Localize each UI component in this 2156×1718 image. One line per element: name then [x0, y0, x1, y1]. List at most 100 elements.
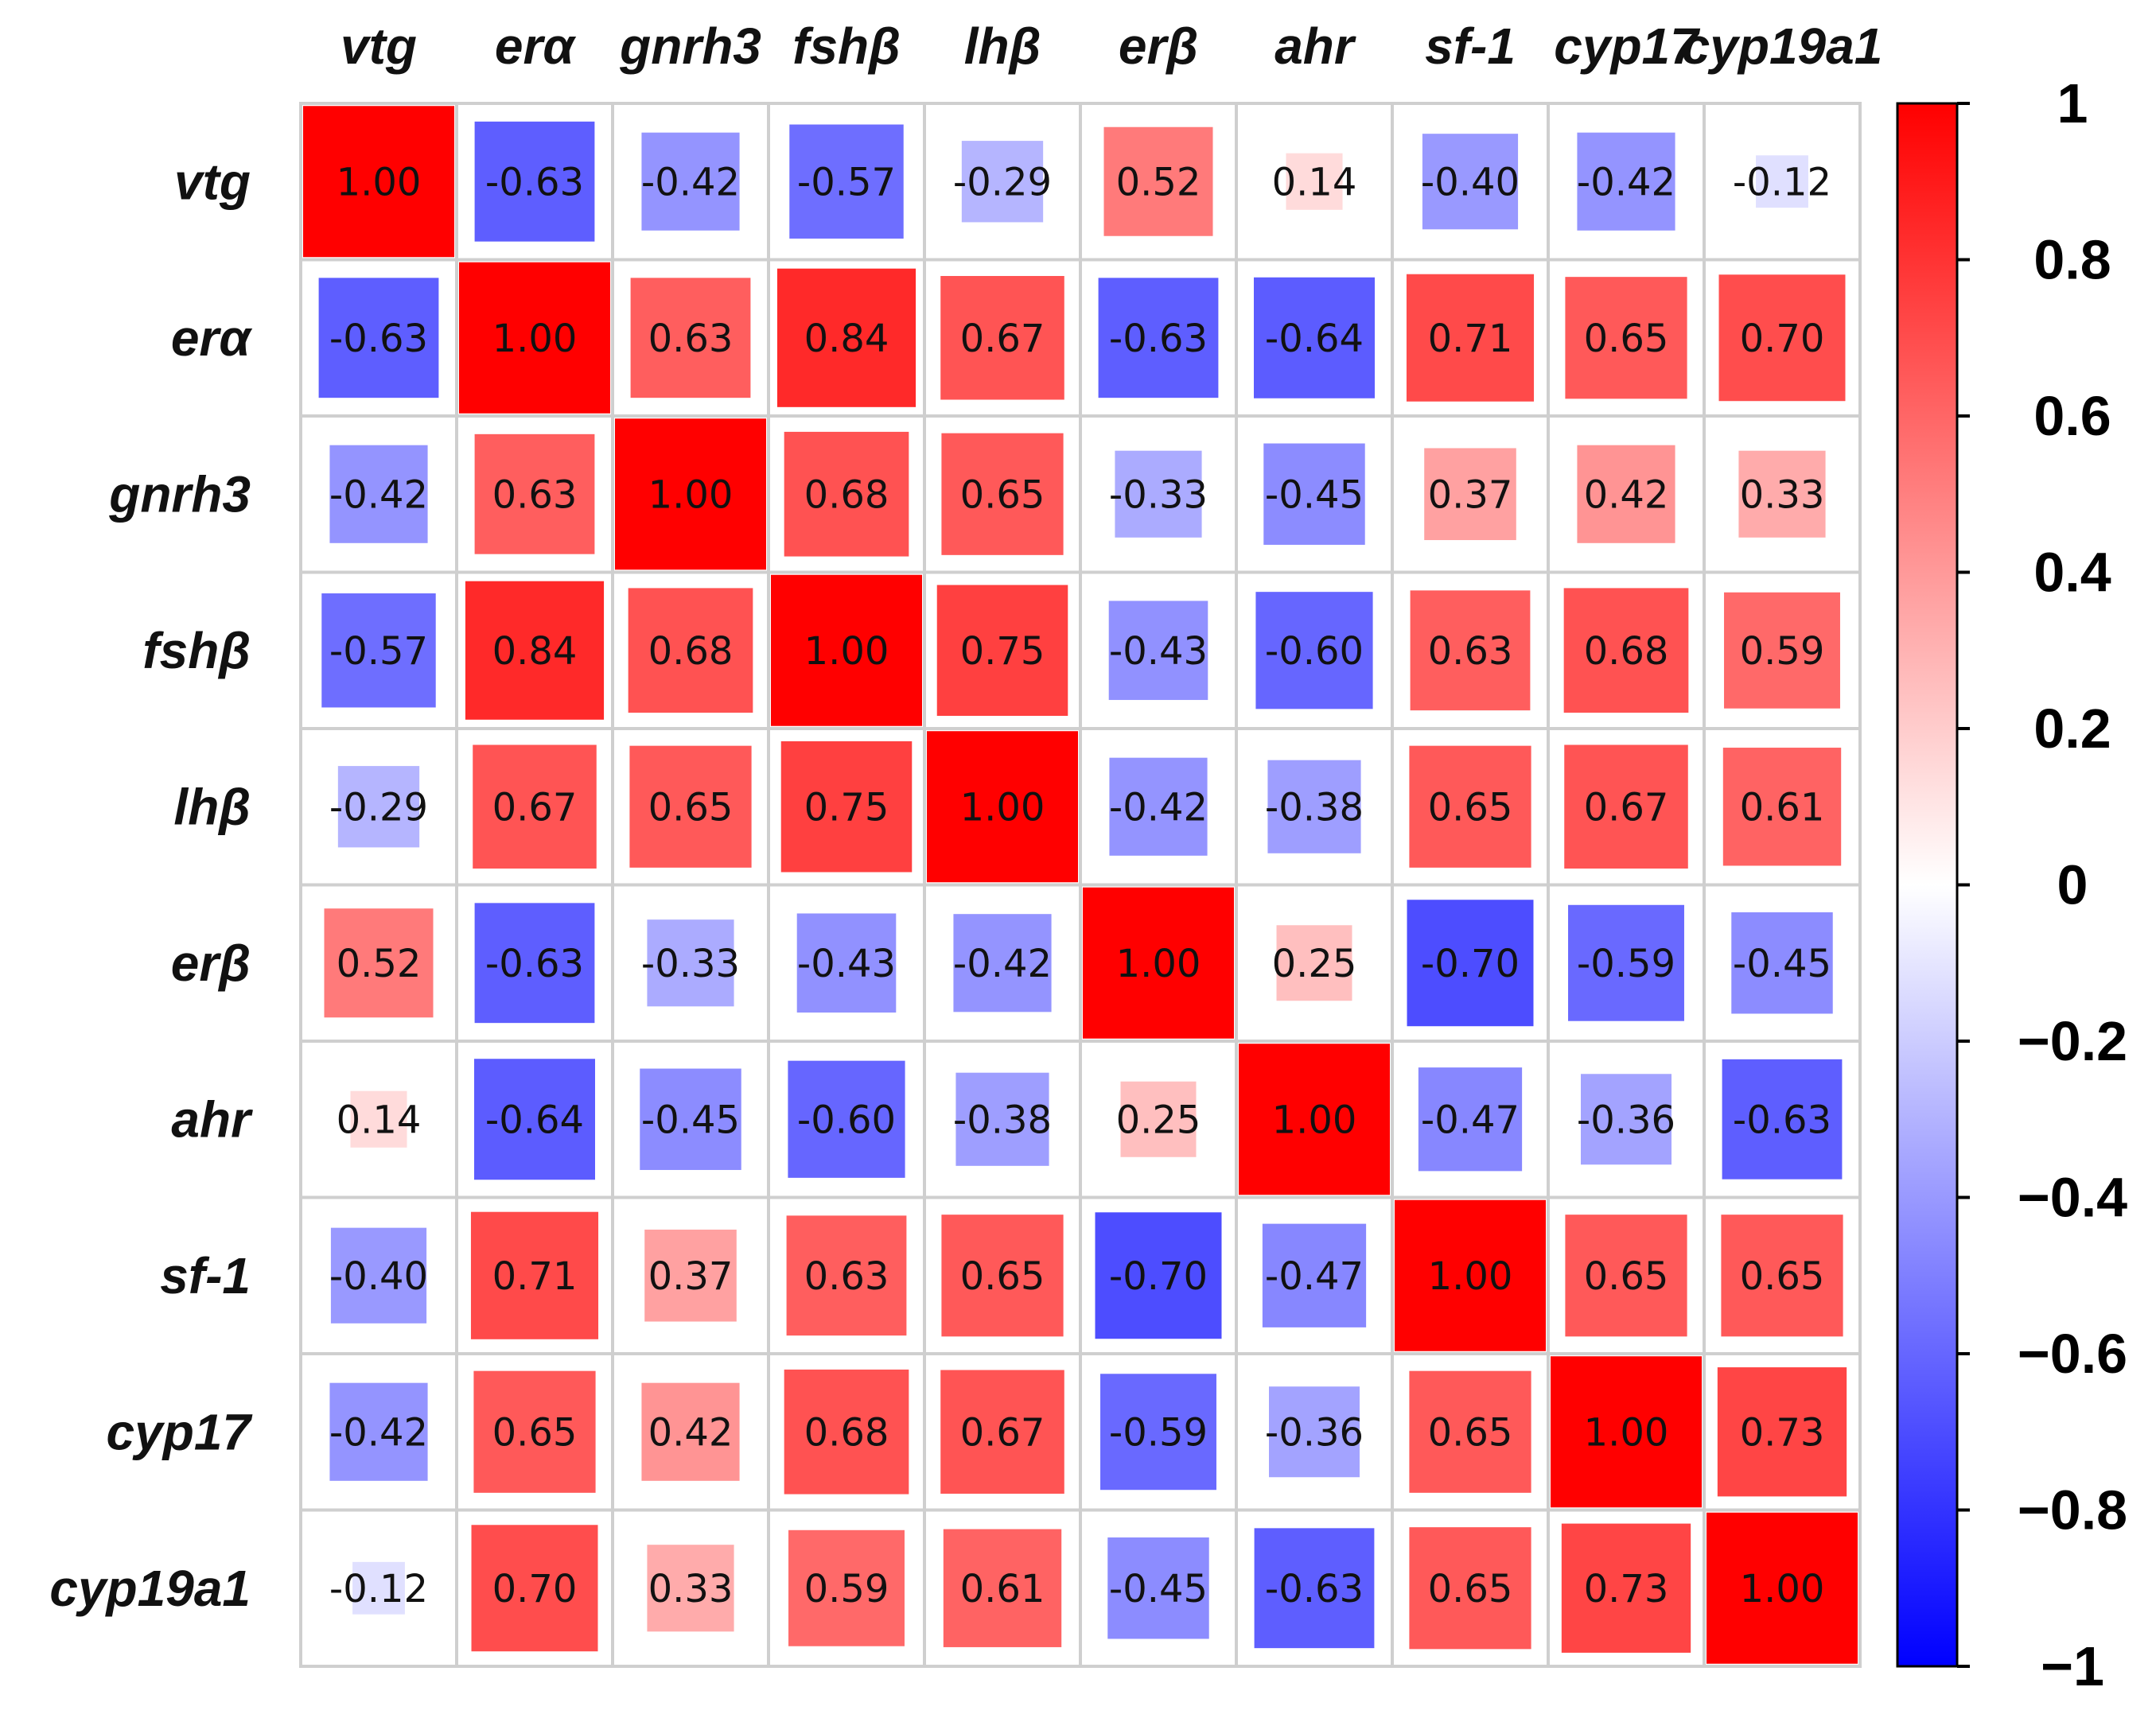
cell-value-label: -0.59	[1109, 1410, 1208, 1455]
cell-value-label: -0.63	[1265, 1567, 1364, 1611]
cell-eralpha-lhbeta: 0.67	[940, 275, 1064, 400]
cell-square	[955, 1072, 1049, 1166]
cell-value-label: -0.33	[1109, 472, 1208, 517]
cell-value-label: -0.47	[1421, 1098, 1520, 1142]
cell-vtg-erbeta: 0.52	[1103, 126, 1213, 236]
cell-vtg-sf-1: -0.40	[1421, 134, 1520, 230]
cell-square	[1731, 912, 1833, 1014]
cell-value-label: 0.33	[648, 1567, 734, 1611]
cell-value-label: 0.75	[804, 785, 889, 830]
cell-square	[1565, 1215, 1687, 1337]
cell-erbeta-fshbeta: -0.43	[796, 913, 897, 1013]
cell-sf-1-fshbeta: 0.63	[786, 1215, 907, 1336]
cell-square	[321, 593, 436, 708]
cell-value-label: -0.42	[953, 942, 1052, 986]
row-label-erbeta: erβ	[171, 935, 251, 992]
cell-value-label: -0.42	[329, 472, 428, 517]
cell-square	[1103, 126, 1213, 236]
cell-square	[1115, 450, 1202, 538]
cell-square	[1254, 1528, 1375, 1649]
cell-value-label: 0.65	[1740, 1254, 1825, 1299]
cell-square	[1269, 1386, 1360, 1478]
cell-square	[943, 1529, 1062, 1647]
cell-eralpha-erbeta: -0.63	[1098, 278, 1219, 398]
cell-value-label: 0.68	[1584, 629, 1669, 674]
cell-square	[1276, 925, 1352, 1001]
cell-square	[1577, 132, 1675, 231]
cell-erbeta-eralpha: -0.63	[474, 903, 595, 1024]
cell-value-label: 0.63	[804, 1254, 889, 1299]
cell-value-label: -0.40	[329, 1254, 428, 1299]
cell-square	[961, 141, 1044, 223]
colorbar-tick-label: 1	[2057, 72, 2088, 134]
cell-value-label: -0.42	[329, 1410, 428, 1455]
cell-vtg-fshbeta: -0.57	[789, 124, 904, 239]
cell-value-label: 0.14	[1272, 160, 1357, 204]
cell-square	[459, 262, 610, 414]
cell-vtg-gnrh3: -0.42	[641, 132, 740, 231]
cell-value-label: 0.59	[804, 1567, 889, 1611]
colorbar-tick-label: 0.4	[2033, 542, 2111, 604]
cell-square	[1568, 904, 1684, 1021]
cell-value-label: -0.63	[485, 160, 584, 204]
cell-value-label: 1.00	[1272, 1098, 1357, 1142]
cell-value-label: 0.71	[1428, 317, 1513, 361]
cell-square	[1263, 443, 1365, 545]
cell-square	[1262, 1223, 1367, 1327]
cell-value-label: 0.84	[492, 629, 578, 674]
cell-square	[784, 1369, 909, 1495]
cell-square	[1565, 277, 1687, 399]
cell-sf-1-cyp17: 0.65	[1565, 1215, 1687, 1337]
cell-square	[1722, 1059, 1843, 1180]
cell-value-label: 0.61	[1740, 785, 1825, 830]
cell-square	[771, 574, 922, 726]
cell-square	[641, 1382, 740, 1481]
cell-value-label: 0.65	[648, 785, 734, 830]
cell-square	[941, 1215, 1064, 1337]
cell-value-label: 0.37	[648, 1254, 734, 1299]
cell-value-label: 1.00	[1428, 1254, 1513, 1299]
cell-square	[474, 903, 595, 1024]
cell-value-label: -0.38	[1265, 785, 1364, 830]
cell-gnrh3-vtg: -0.42	[329, 445, 428, 543]
cell-square	[1718, 274, 1846, 402]
cell-value-label: -0.12	[1733, 160, 1831, 204]
cell-value-label: 0.65	[1428, 1567, 1513, 1611]
cell-sf-1-cyp19a1: 0.65	[1721, 1215, 1843, 1337]
cell-value-label: -0.63	[485, 942, 584, 986]
cell-ahr-gnrh3: -0.45	[640, 1068, 741, 1170]
cell-value-label: 0.63	[492, 472, 578, 517]
cell-square	[1707, 1512, 1858, 1664]
cell-value-label: -0.64	[485, 1098, 584, 1142]
cell-gnrh3-erbeta: -0.33	[1109, 450, 1208, 538]
cell-value-label: 0.65	[960, 472, 1045, 517]
cell-eralpha-fshbeta: 0.84	[776, 268, 916, 407]
cell-value-label: -0.36	[1265, 1410, 1364, 1455]
cell-square	[350, 1090, 407, 1148]
cell-value-label: -0.63	[1733, 1098, 1831, 1142]
cell-square	[474, 433, 595, 554]
row-label-eralpha: erα	[171, 309, 253, 367]
cell-fshbeta-vtg: -0.57	[321, 593, 436, 708]
cell-erbeta-sf-1: -0.70	[1407, 900, 1534, 1027]
cell-square	[784, 431, 909, 557]
cell-cyp17-cyp19a1: 0.73	[1717, 1367, 1847, 1497]
cell-sf-1-lhbeta: 0.65	[941, 1215, 1064, 1337]
cell-value-label: 1.00	[648, 472, 734, 517]
column-label-cyp19a1: cyp19a1	[1682, 17, 1883, 75]
cell-square	[1756, 155, 1808, 208]
cell-value-label: 0.67	[960, 1410, 1045, 1455]
cell-square	[1255, 592, 1373, 709]
cell-sf-1-erbeta: -0.70	[1095, 1212, 1222, 1339]
cell-value-label: 1.00	[492, 317, 578, 361]
cell-fshbeta-cyp19a1: 0.59	[1724, 592, 1840, 709]
cell-fshbeta-fshbeta: 1.00	[771, 574, 922, 726]
cell-value-label: -0.57	[329, 629, 428, 674]
cell-value-label: -0.64	[1265, 317, 1364, 361]
cell-fshbeta-lhbeta: 0.75	[936, 585, 1068, 717]
cell-square	[1551, 1356, 1702, 1508]
cell-lhbeta-erbeta: -0.42	[1109, 757, 1208, 856]
cell-eralpha-gnrh3: 0.63	[630, 278, 751, 398]
cell-lhbeta-lhbeta: 1.00	[927, 731, 1078, 883]
